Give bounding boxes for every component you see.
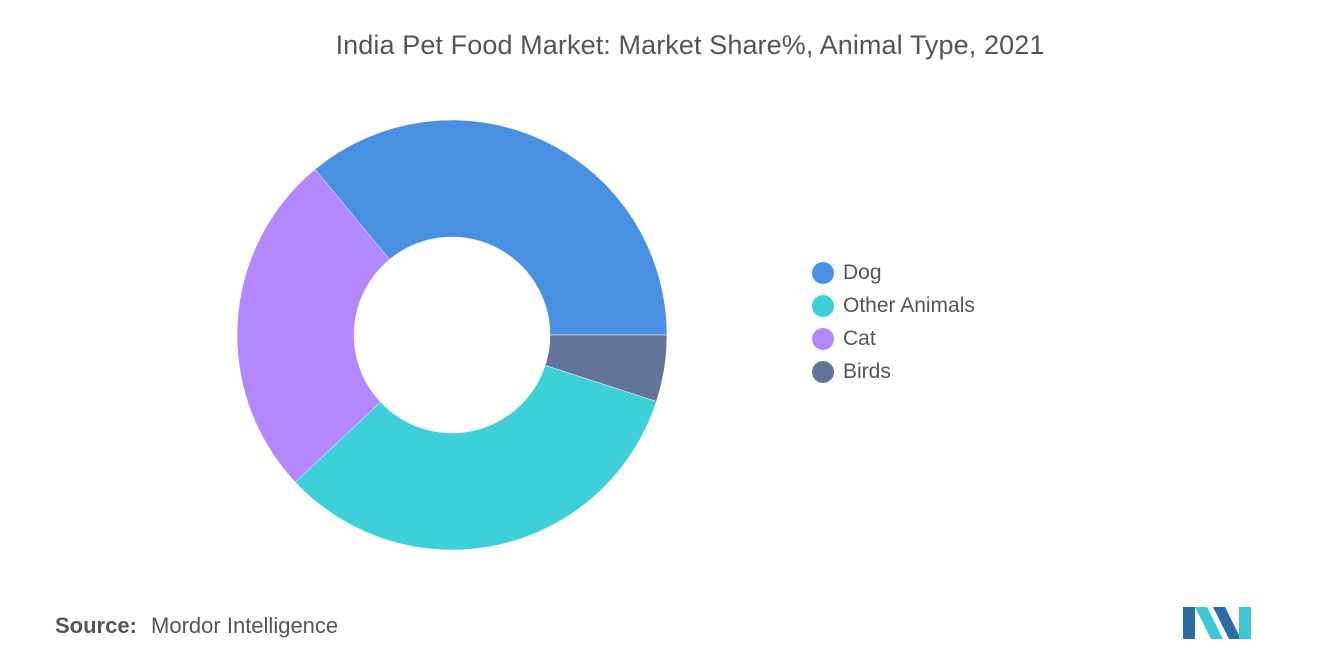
slice-cat: [236, 168, 390, 483]
legend-swatch: [812, 360, 834, 383]
source-label: Source:: [55, 613, 137, 638]
slice-other-animals: [294, 364, 657, 551]
legend-item-cat: Cat: [812, 322, 975, 355]
chart-legend: Dog Other Animals Cat Birds: [812, 256, 975, 388]
legend-label: Cat: [843, 326, 876, 350]
legend-label: Other Animals: [843, 293, 975, 317]
legend-swatch: [812, 294, 834, 317]
mordor-intelligence-logo-icon: [1183, 607, 1251, 639]
chart-title: India Pet Food Market: Market Share%, An…: [335, 30, 1045, 60]
legend-swatch: [812, 327, 834, 350]
legend-item-dog: Dog: [812, 256, 975, 289]
legend-item-other-animals: Other Animals: [812, 289, 975, 322]
slice-dog: [314, 119, 668, 336]
legend-swatch: [812, 261, 834, 284]
slice-birds: [544, 334, 668, 402]
legend-item-birds: Birds: [812, 355, 975, 388]
legend-label: Dog: [843, 260, 882, 284]
legend-label: Birds: [843, 359, 891, 383]
source-text: Mordor Intelligence: [151, 613, 339, 638]
source-line: Source: Mordor Intelligence: [55, 613, 338, 639]
